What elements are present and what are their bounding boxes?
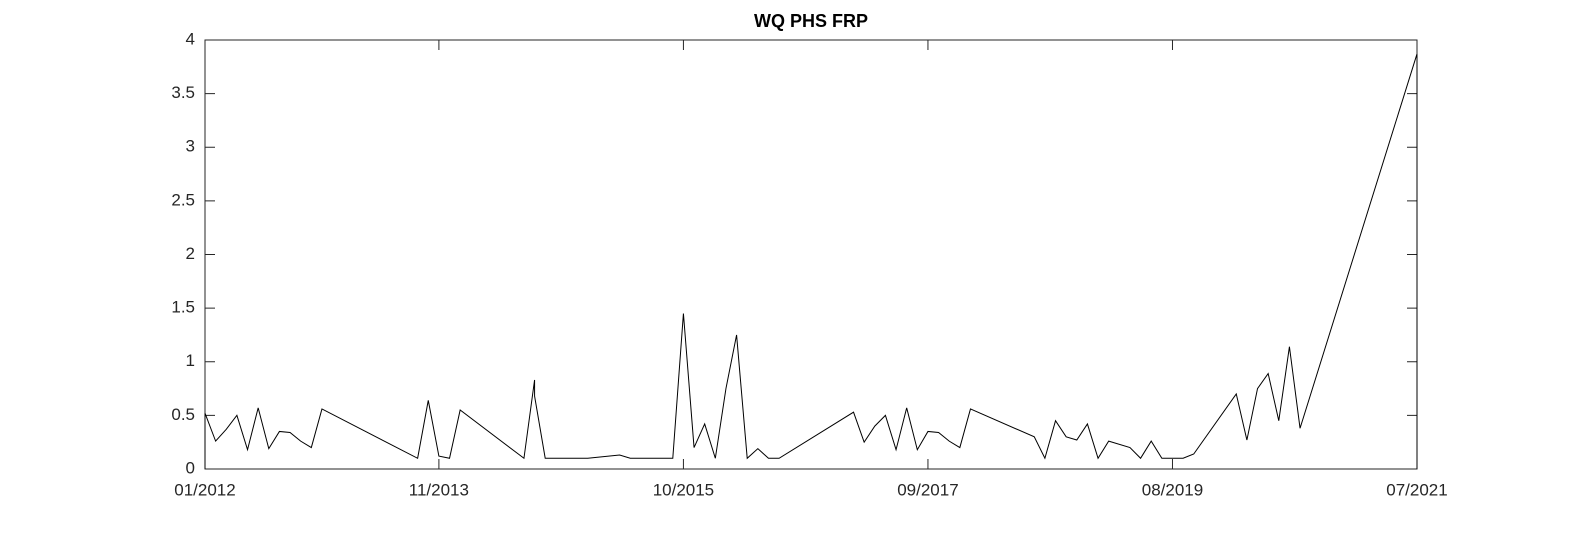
x-tick-label: 10/2015: [653, 480, 714, 499]
y-tick-label: 0.5: [171, 405, 195, 424]
y-tick-label: 2.5: [171, 190, 195, 209]
y-tick-label: 0: [186, 458, 195, 477]
y-tick-label: 1.5: [171, 298, 195, 317]
y-tick-label: 3.5: [171, 83, 195, 102]
data-line: [204, 53, 1418, 469]
y-tick-label: 4: [186, 29, 195, 48]
y-tick-label: 1: [186, 351, 195, 370]
y-tick-label: 2: [186, 244, 195, 263]
y-tick-label: 3: [186, 137, 195, 156]
chart-title: WQ PHS FRP: [754, 11, 868, 31]
x-tick-label: 07/2021: [1386, 480, 1447, 499]
x-tick-label: 01/2012: [174, 480, 235, 499]
x-tick-label: 08/2019: [1142, 480, 1203, 499]
x-tick-label: 11/2013: [409, 480, 469, 499]
x-tick-label: 09/2017: [897, 480, 958, 499]
